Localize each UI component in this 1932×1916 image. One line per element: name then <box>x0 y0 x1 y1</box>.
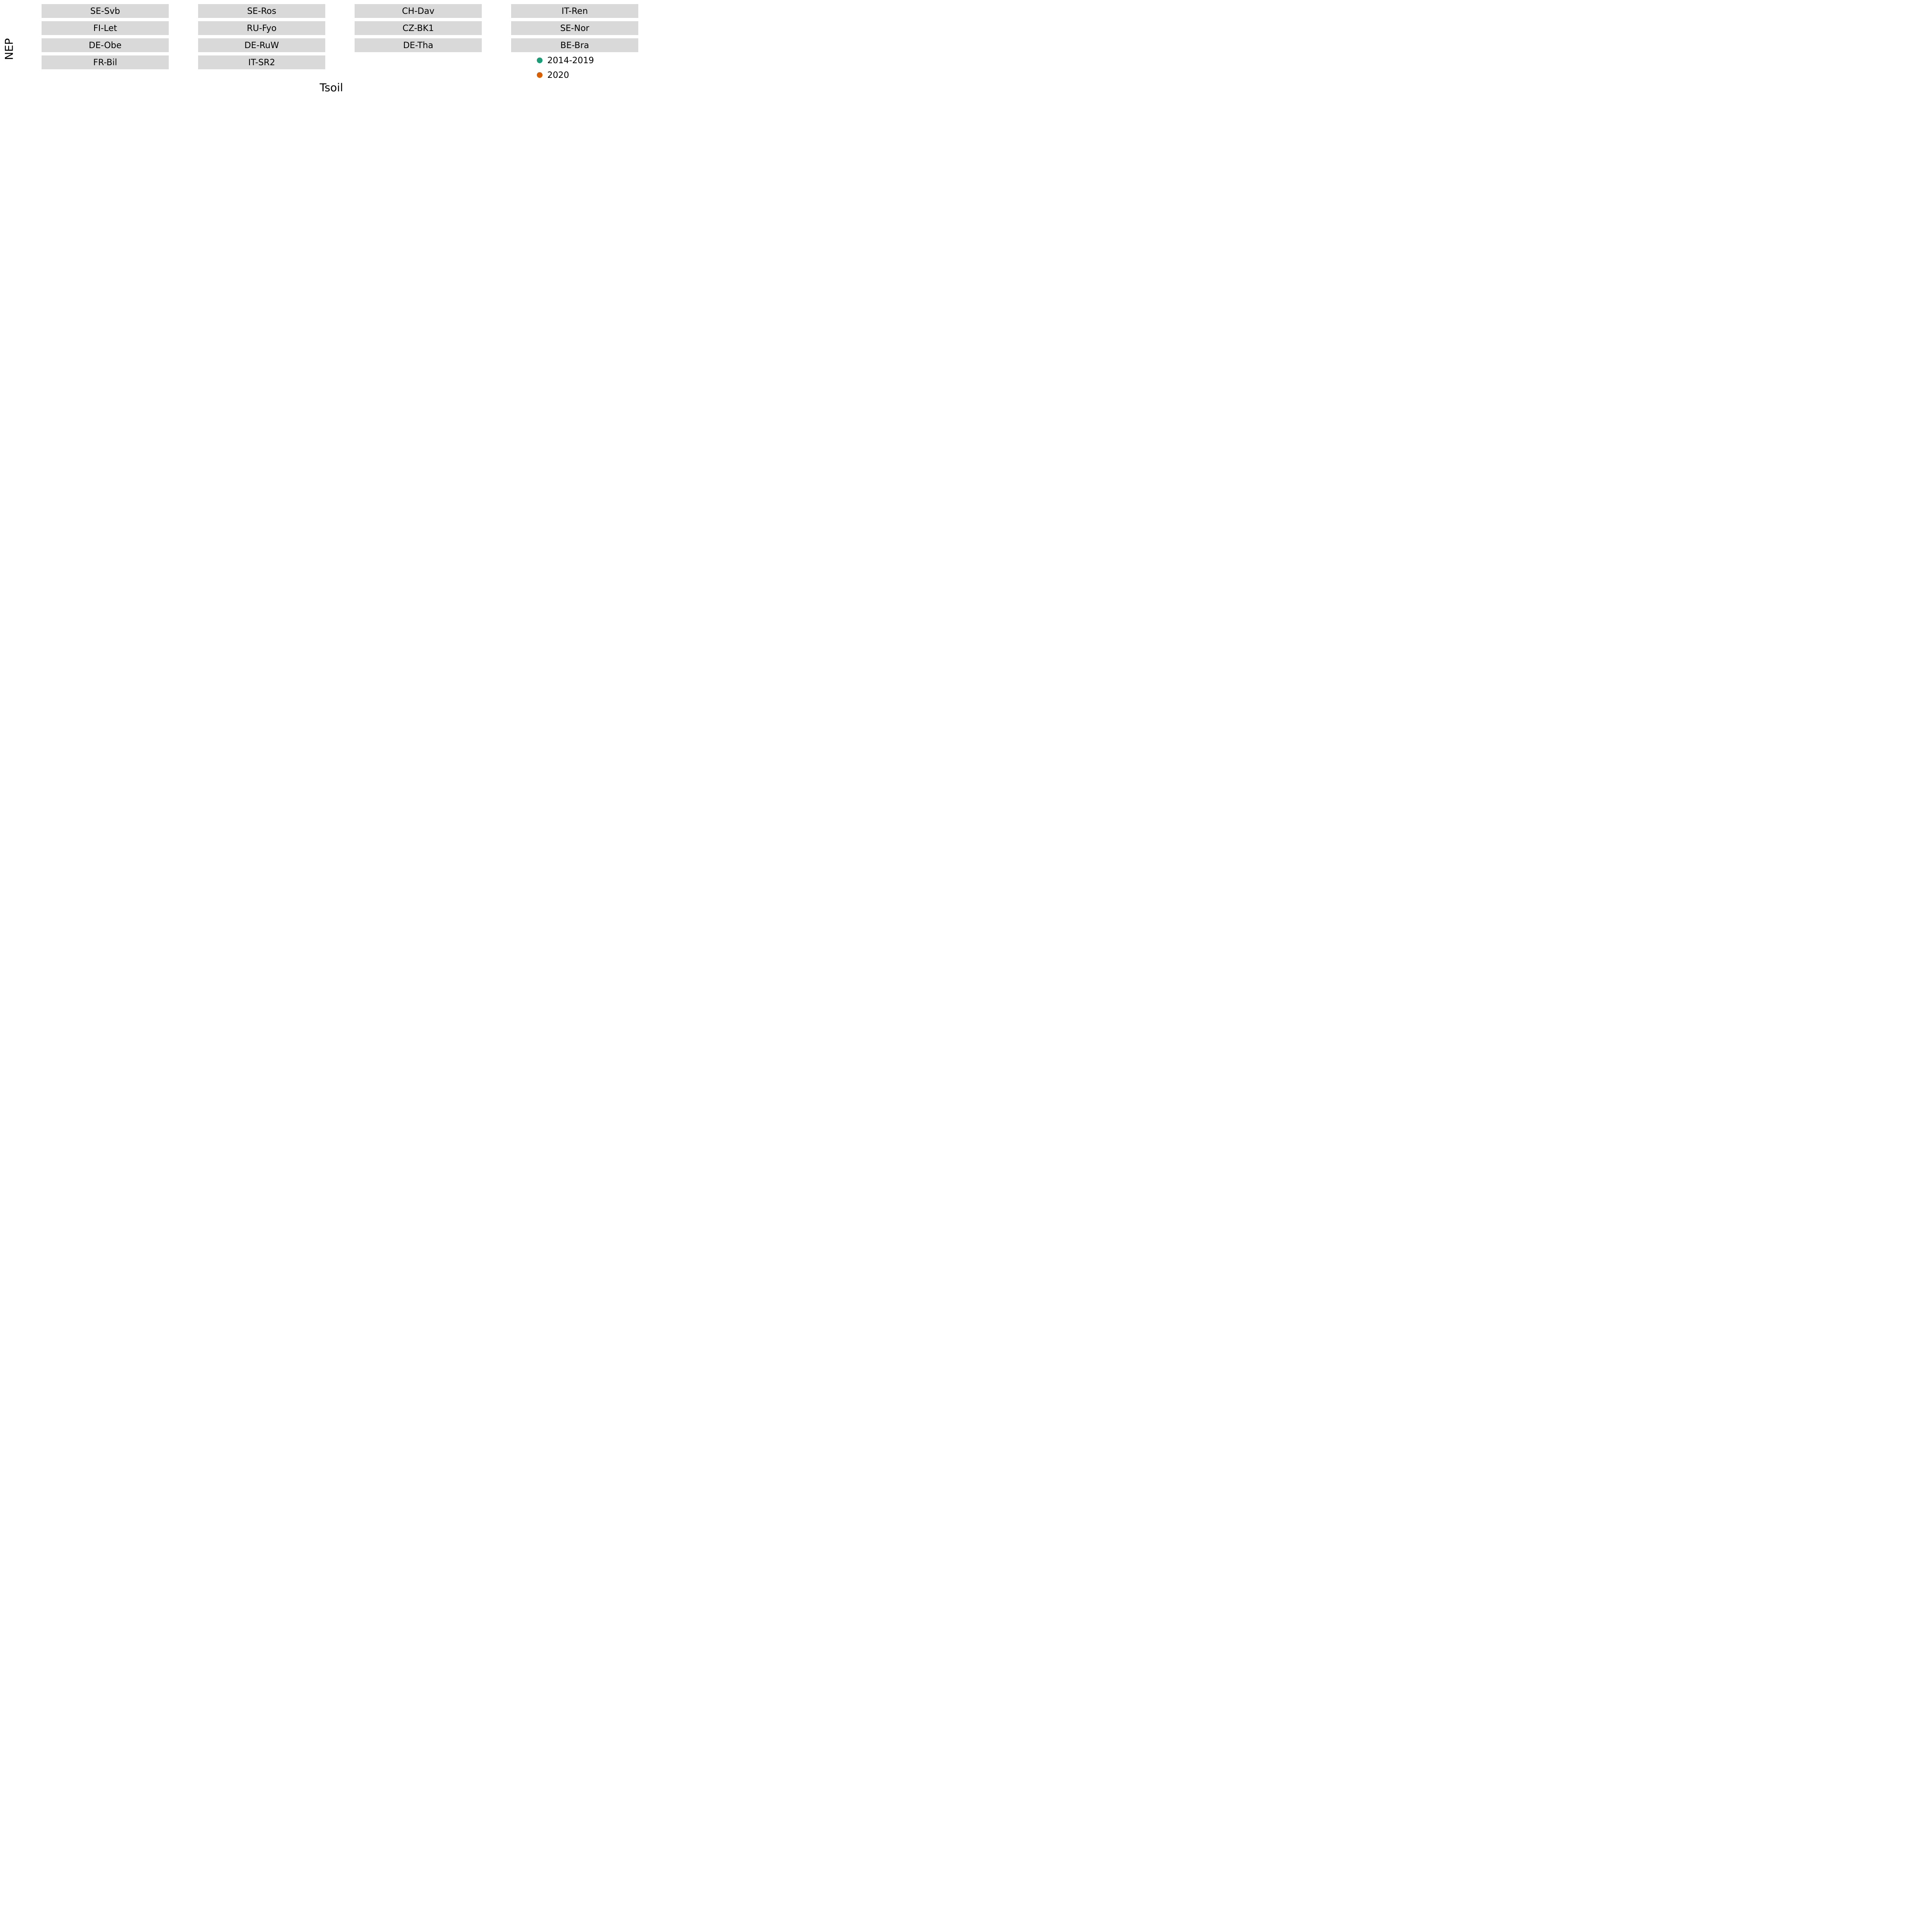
x-axis-label: Tsoil <box>320 82 343 94</box>
panel-title-strip: SE-Ros <box>198 4 325 18</box>
panel-FR-Bil: FR-Bil <box>19 55 173 80</box>
panel-BE-Bra: BE-Bra <box>488 38 642 52</box>
panel-title-strip: IT-Ren <box>511 4 638 18</box>
panel-DE-Obe: DE-Obe <box>19 38 173 52</box>
faceted-scatter-figure: NEP SE-Svb SE-Ros CH-Dav IT-Ren FI-Let RU-Fyo… <box>0 0 646 97</box>
panel-title-strip: DE-Tha <box>355 38 482 52</box>
panel-title-strip: BE-Bra <box>511 38 638 52</box>
panel-title-strip: RU-Fyo <box>198 21 325 35</box>
panel-title-strip: IT-SR2 <box>198 55 325 69</box>
panel-title-strip: DE-Obe <box>42 38 169 52</box>
panel-SE-Nor: SE-Nor <box>488 21 642 35</box>
panel-RU-Fyo: RU-Fyo <box>175 21 329 35</box>
figure-main: SE-Svb SE-Ros CH-Dav IT-Ren FI-Let RU-Fyo CZ-B… <box>19 4 644 94</box>
legend-dot-2014-2019-icon <box>536 57 543 63</box>
legend: 2014-2019 2020 <box>536 55 594 80</box>
panel-IT-Ren: IT-Ren <box>488 4 642 18</box>
legend-label-2020: 2020 <box>547 70 569 80</box>
legend-dot-2020-icon <box>536 72 543 78</box>
legend-item-2014-2019: 2014-2019 <box>536 55 594 65</box>
panel-SE-Svb: SE-Svb <box>19 4 173 18</box>
panel-title-strip: FR-Bil <box>42 55 169 69</box>
panel-DE-Tha: DE-Tha <box>332 38 486 52</box>
y-axis-label-column: NEP <box>0 4 19 94</box>
facet-grid: SE-Svb SE-Ros CH-Dav IT-Ren FI-Let RU-Fyo CZ-B… <box>19 4 644 80</box>
y-axis-label: NEP <box>3 38 16 60</box>
panel-IT-SR2: IT-SR2 <box>175 55 329 80</box>
panel-SE-Ros: SE-Ros <box>175 4 329 18</box>
panel-title-strip: CH-Dav <box>355 4 482 18</box>
panel-title-strip: SE-Svb <box>42 4 169 18</box>
panel-title-strip: DE-RuW <box>198 38 325 52</box>
panel-title-strip: FI-Let <box>42 21 169 35</box>
panel-DE-RuW: DE-RuW <box>175 38 329 52</box>
panel-FI-Let: FI-Let <box>19 21 173 35</box>
panel-title-strip: CZ-BK1 <box>355 21 482 35</box>
panel-CH-Dav: CH-Dav <box>332 4 486 18</box>
legend-label-2014-2019: 2014-2019 <box>547 55 594 65</box>
panel-title-strip: SE-Nor <box>511 21 638 35</box>
panel-CZ-BK1: CZ-BK1 <box>332 21 486 35</box>
legend-item-2020: 2020 <box>536 70 594 80</box>
